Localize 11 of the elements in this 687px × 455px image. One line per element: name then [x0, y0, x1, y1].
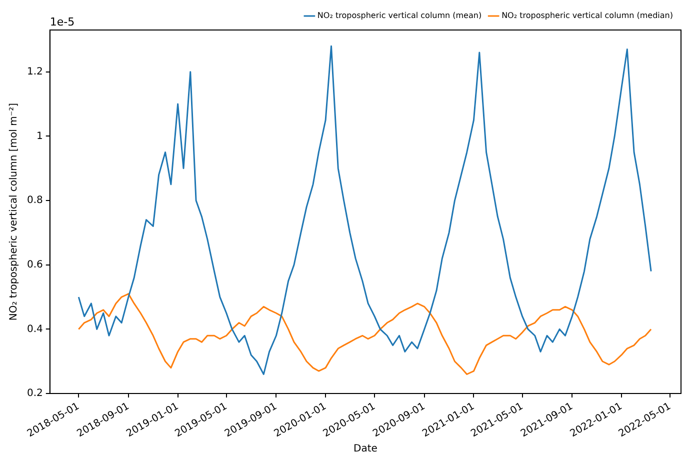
y-tick-label: 1.2 — [26, 66, 43, 78]
y-tick-label: 0.2 — [26, 388, 43, 400]
y-tick-label: 0.8 — [26, 195, 43, 206]
y-tick-label: 1 — [36, 130, 43, 142]
text: 1e-5 — [50, 15, 75, 28]
y-tick-label: 0.6 — [26, 259, 43, 270]
x-axis-title: Date — [354, 444, 378, 455]
legend-label: NO₂ tropospheric vertical column (mean) — [317, 11, 482, 20]
y-axis-title: NO₂ tropospheric vertical column [mol m⁻²] — [8, 102, 20, 321]
legend-label: NO₂ tropospheric vertical column (median) — [502, 11, 674, 20]
y-tick-label: 0.4 — [26, 324, 43, 335]
